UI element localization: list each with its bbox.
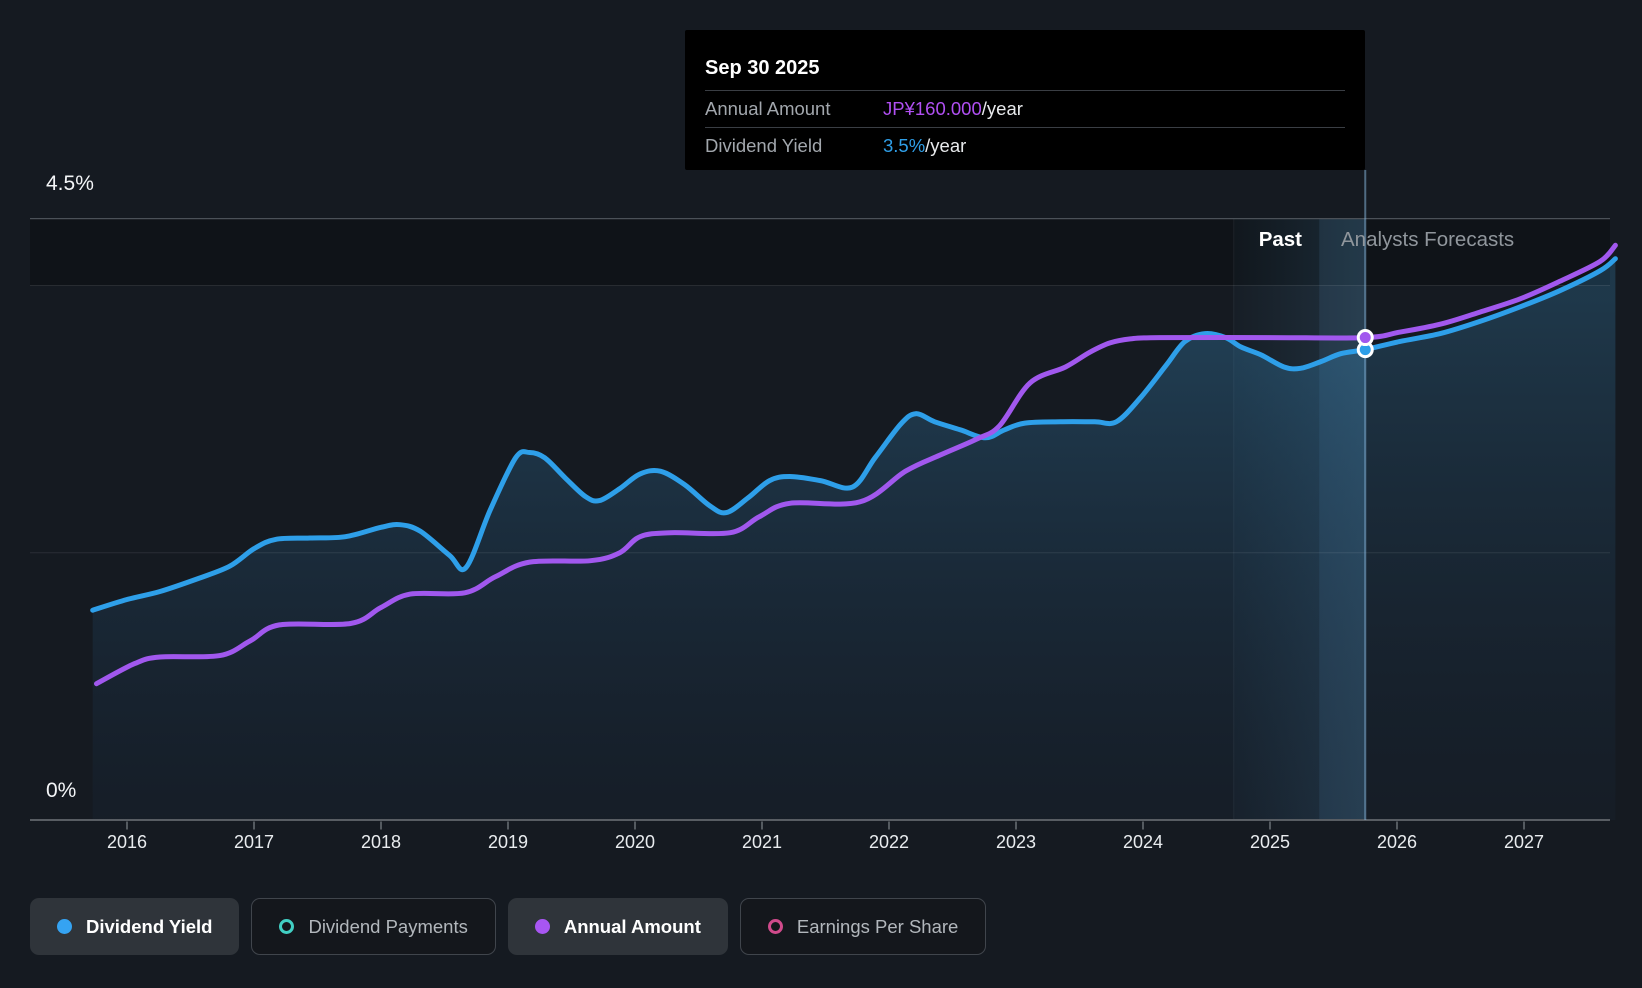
x-axis-tick: [380, 821, 382, 830]
x-axis-label: 2020: [614, 832, 656, 852]
tooltip-value-suffix: /year: [925, 135, 967, 156]
x-axis-tick: [1269, 821, 1271, 830]
dividend-payments-circle-icon: [279, 919, 295, 934]
dividend-yield-dot-icon: [57, 919, 72, 934]
area-fill-forecast: [1365, 258, 1616, 820]
y-axis-max-label: 4.5%: [46, 172, 94, 195]
x-axis-tick: [1396, 821, 1398, 830]
x-axis-label: 2026: [1376, 832, 1418, 852]
tooltip-label: Dividend Yield: [705, 135, 823, 156]
x-axis-label: 2021: [741, 832, 783, 852]
x-axis-label: 2025: [1249, 832, 1291, 852]
x-axis-tick: [761, 821, 763, 830]
legend-item-label: Dividend Payments: [308, 915, 468, 937]
y-axis-min-label: 0%: [46, 779, 77, 802]
series-line-dividend-yield: [90, 256, 1618, 613]
marker-annual-amount[interactable]: [1356, 329, 1374, 347]
area-fill-past: [92, 333, 1366, 820]
tooltip-value-suffix: /year: [981, 98, 1023, 119]
tooltip-value-dividend-yield: 3.5%: [883, 135, 926, 156]
x-axis-label: 2017: [233, 832, 275, 852]
legend-item-earnings-per-share[interactable]: Earnings Per Share: [739, 898, 987, 955]
x-axis-label: 2016: [106, 832, 148, 852]
series-lines: [90, 242, 1618, 687]
tooltip-value-annual-amount: JP¥160.000: [883, 98, 982, 119]
x-axis-label: 2019: [487, 832, 529, 852]
legend-item-dividend-yield[interactable]: Dividend Yield: [30, 898, 240, 955]
series-markers: [1356, 329, 1374, 359]
x-axis-tick: [253, 821, 255, 830]
x-axis-tick: [126, 821, 128, 830]
x-axis-tick: [634, 821, 636, 830]
x-axis-label: 2024: [1122, 832, 1164, 852]
chart-tooltip: Sep 30 2025 Annual Amount JP¥160.000/yea…: [685, 30, 1365, 170]
tooltip-row-annual-amount: Annual Amount JP¥160.000/year: [705, 90, 1345, 127]
chart-legend: Dividend Yield Dividend Payments Annual Am…: [30, 898, 987, 955]
tooltip-label: Annual Amount: [705, 98, 831, 119]
past-region-label: Past: [1258, 228, 1302, 251]
x-axis-tick: [1142, 821, 1144, 830]
x-axis-line: [30, 819, 1610, 821]
gridlines-and-axis: [30, 170, 1610, 830]
x-axis-label: 2023: [995, 832, 1037, 852]
legend-item-label: Dividend Yield: [86, 915, 213, 937]
analysts-forecasts-region-label: Analysts Forecasts: [1341, 228, 1515, 251]
legend-item-annual-amount[interactable]: Annual Amount: [507, 898, 728, 955]
x-axis-tick: [888, 821, 890, 830]
annual-amount-dot-icon: [534, 919, 550, 934]
x-axis-label: 2022: [868, 832, 910, 852]
x-axis-tick: [507, 821, 509, 830]
x-axis-tick: [1015, 821, 1017, 830]
tooltip-date: Sep 30 2025: [705, 56, 820, 79]
x-axis-label: 2018: [360, 832, 402, 852]
legend-item-label: Earnings Per Share: [796, 915, 959, 937]
x-axis-label: 2027: [1503, 832, 1545, 852]
legend-item-dividend-payments[interactable]: Dividend Payments: [251, 898, 496, 955]
legend-item-label: Annual Amount: [563, 915, 701, 937]
series-line-annual-amount: [94, 242, 1618, 687]
area-fills: [92, 258, 1616, 820]
earnings-per-share-circle-icon: [767, 919, 783, 934]
x-axis-tick: [1523, 821, 1525, 830]
tooltip-row-dividend-yield: Dividend Yield 3.5%/year: [705, 127, 1345, 164]
